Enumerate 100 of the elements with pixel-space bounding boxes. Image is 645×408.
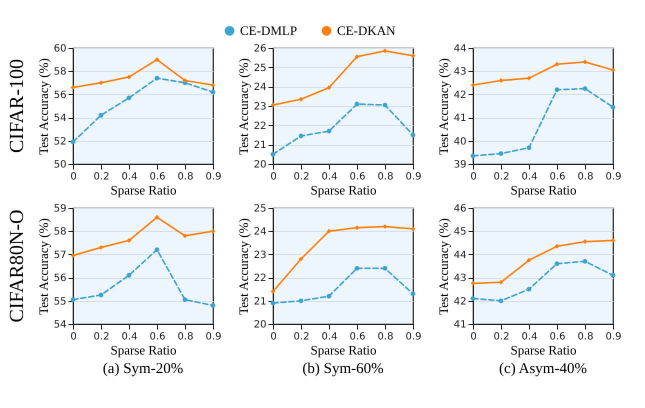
x-tick-label: 0.2	[494, 172, 510, 182]
x-axis-title: Sparse Ratio	[510, 342, 577, 358]
point	[610, 272, 616, 278]
point	[126, 96, 132, 100]
point	[498, 298, 504, 304]
x-tick-label: 0.8	[378, 332, 394, 342]
point	[610, 238, 616, 243]
y-tick-label: 58	[54, 226, 66, 238]
point	[210, 90, 216, 94]
x-tick-label: 0.6	[350, 172, 366, 182]
x-tick-label: 0.9	[606, 332, 622, 342]
y-tick-label: 52	[54, 136, 66, 148]
point	[298, 134, 304, 138]
point	[126, 238, 132, 243]
y-tick-label: 20	[254, 160, 266, 170]
y-axis-title: Test Accuracy (%)	[36, 218, 51, 315]
point	[582, 86, 588, 91]
x-tick-label: 0.8	[378, 172, 394, 182]
y-tick-label: 26	[254, 44, 266, 54]
point	[154, 214, 160, 220]
point	[354, 225, 360, 230]
x-tick-label: 0	[70, 172, 77, 182]
x-axis-title: Sparse Ratio	[110, 342, 177, 358]
x-tick-label: 0.9	[606, 172, 622, 182]
x-tick-label: 0	[70, 332, 77, 342]
point	[610, 68, 616, 72]
point	[154, 76, 160, 80]
point	[526, 258, 532, 263]
y-tick-label: 43	[454, 273, 466, 284]
y-axis-title: Test Accuracy (%)	[236, 218, 251, 315]
x-axis-title: Sparse Ratio	[310, 342, 377, 358]
point	[410, 292, 416, 296]
point	[526, 145, 532, 150]
point	[70, 297, 76, 302]
y-tick-label: 50	[54, 160, 66, 170]
y-tick-label: 25	[254, 62, 266, 74]
y-tick-label: 24	[254, 226, 266, 238]
point	[126, 272, 132, 278]
point	[98, 112, 104, 118]
y-tick-label: 24	[254, 82, 266, 94]
y-tick-label: 23	[254, 250, 266, 261]
point	[554, 87, 560, 92]
point	[410, 53, 416, 58]
x-tick-label: 0.9	[206, 172, 222, 182]
x-tick-label: 0.9	[406, 332, 422, 342]
y-tick-label: 44	[454, 250, 466, 261]
y-tick-label: 59	[54, 204, 66, 214]
x-tick-label: 0.4	[322, 172, 338, 182]
y-tick-label: 41	[454, 113, 466, 124]
y-axis-title: Test Accuracy (%)	[436, 218, 451, 315]
x-tick-label: 0	[470, 172, 477, 182]
y-tick-label: 55	[54, 296, 66, 308]
point	[270, 289, 276, 294]
x-tick-label: 0.6	[550, 172, 566, 182]
point	[610, 104, 616, 110]
x-tick-label: 0.6	[350, 332, 366, 342]
legend-label: CE-DMLP	[240, 22, 298, 38]
y-tick-label: 56	[54, 273, 66, 284]
x-tick-label: 0.6	[150, 332, 166, 342]
point	[298, 298, 304, 304]
point	[382, 266, 388, 271]
x-tick-label: 0.2	[294, 332, 310, 342]
x-tick-label: 0.4	[322, 332, 338, 342]
y-tick-label: 23	[254, 102, 266, 112]
y-tick-label: 60	[54, 44, 66, 54]
point	[498, 151, 504, 156]
point	[498, 280, 504, 285]
x-tick-label: 0	[470, 332, 477, 342]
y-axis-title: Test Accuracy (%)	[436, 58, 451, 155]
x-tick-label: 0.9	[406, 172, 422, 182]
x-tick-label: 0.2	[94, 172, 110, 182]
y-tick-label: 44	[454, 44, 466, 54]
point	[498, 78, 504, 83]
x-tick-label: 0.4	[522, 332, 538, 342]
x-tick-label: 0	[270, 332, 277, 342]
x-tick-label: 0.2	[94, 332, 110, 342]
point	[182, 297, 188, 302]
legend-label: CE-DKAN	[337, 22, 396, 38]
point	[354, 54, 360, 60]
y-tick-label: 45	[454, 226, 466, 238]
x-tick-label: 0	[270, 172, 277, 182]
x-axis-title: Sparse Ratio	[110, 182, 177, 198]
x-tick-label: 0.2	[494, 332, 510, 342]
point	[526, 76, 532, 81]
point	[582, 259, 588, 264]
point	[354, 266, 360, 271]
point	[70, 253, 76, 258]
text: (c) Asym-40%	[499, 361, 587, 377]
y-tick-label: 25	[254, 204, 266, 214]
y-tick-label: 56	[54, 90, 66, 101]
y-tick-label: 22	[254, 120, 266, 132]
point	[470, 82, 476, 88]
point	[382, 224, 388, 229]
point	[410, 132, 416, 138]
point	[326, 85, 332, 90]
y-tick-label: 42	[454, 296, 466, 308]
x-tick-label: 0.4	[122, 332, 138, 342]
y-tick-label: 46	[454, 204, 466, 214]
point	[154, 247, 160, 252]
x-tick-label: 0.6	[150, 172, 166, 182]
